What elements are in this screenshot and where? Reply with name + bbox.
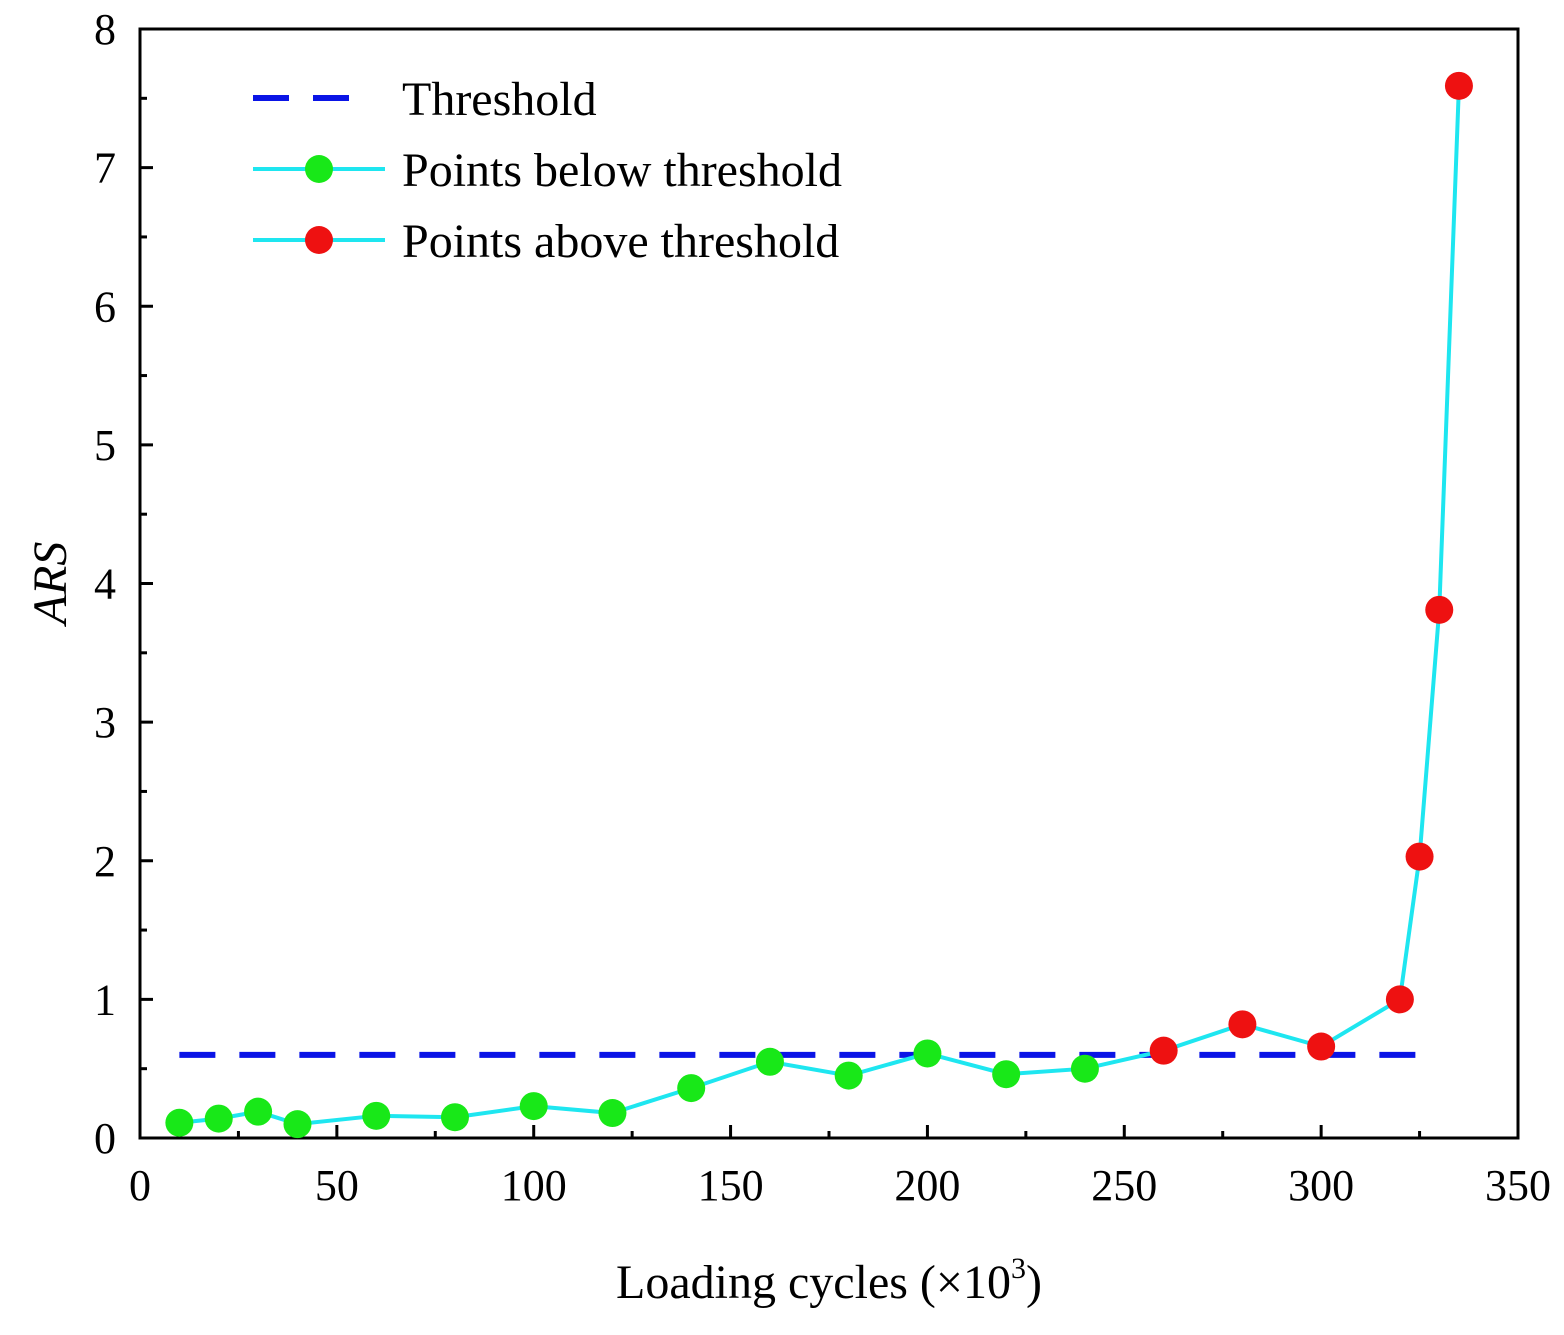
y-tick-label: 0 xyxy=(94,1114,116,1163)
y-tick-label: 3 xyxy=(94,698,116,747)
point-below-threshold xyxy=(283,1110,312,1139)
point-below-threshold xyxy=(992,1060,1021,1089)
point-below-threshold xyxy=(440,1103,469,1132)
x-tick-label: 200 xyxy=(894,1161,960,1210)
y-tick-label: 2 xyxy=(94,837,116,886)
x-axis-title-main: Loading cycles (×10 xyxy=(616,1256,1011,1309)
point-above-threshold xyxy=(1444,71,1473,100)
point-below-threshold xyxy=(165,1108,194,1137)
point-below-threshold xyxy=(1070,1054,1099,1083)
y-tick-label: 6 xyxy=(94,282,116,331)
point-above-threshold xyxy=(1405,842,1434,871)
series-layer xyxy=(165,71,1473,1139)
point-below-threshold xyxy=(519,1092,548,1121)
x-axis-title-close: ) xyxy=(1026,1256,1042,1309)
y-tick-label: 1 xyxy=(94,975,116,1024)
point-above-threshold xyxy=(1228,1010,1257,1039)
x-tick-label: 100 xyxy=(501,1161,567,1210)
legend-threshold-label: Threshold xyxy=(402,73,597,126)
point-below-threshold xyxy=(204,1104,233,1133)
x-tick-label: 350 xyxy=(1485,1161,1551,1210)
y-tick-label: 7 xyxy=(94,144,116,193)
x-tick-label: 150 xyxy=(698,1161,764,1210)
point-below-threshold xyxy=(755,1047,784,1076)
point-above-threshold xyxy=(1425,595,1454,624)
x-tick-label: 250 xyxy=(1091,1161,1157,1210)
legend-series-label: Points below threshold xyxy=(402,144,842,197)
x-axis-title-sup: 3 xyxy=(1011,1252,1026,1285)
point-below-threshold xyxy=(834,1061,863,1090)
legend-series-label: Points above threshold xyxy=(402,215,839,268)
y-tick-label: 8 xyxy=(94,5,116,54)
legend: Threshold Points below threshold Points ab… xyxy=(253,73,842,268)
x-tick-label: 0 xyxy=(129,1161,151,1210)
y-tick-label: 4 xyxy=(94,560,116,609)
point-below-threshold xyxy=(244,1097,273,1126)
x-tick-label: 300 xyxy=(1288,1161,1354,1210)
point-below-threshold xyxy=(913,1039,942,1068)
point-above-threshold xyxy=(1149,1036,1178,1065)
y-tick-label: 5 xyxy=(94,421,116,470)
point-below-threshold xyxy=(598,1099,627,1128)
x-axis-title: Loading cycles (×103) xyxy=(616,1252,1042,1309)
legend-series-marker xyxy=(305,226,333,254)
point-below-threshold xyxy=(677,1074,706,1103)
x-tick-label: 50 xyxy=(315,1161,359,1210)
point-below-threshold xyxy=(362,1101,391,1130)
y-axis-title: ARS xyxy=(24,542,77,628)
point-above-threshold xyxy=(1385,985,1414,1014)
axis-ticks: 0 50 100 150 200 250 300 350 0 1 2 3 4 5 6 7 8 xyxy=(94,5,1551,1210)
point-above-threshold xyxy=(1307,1032,1336,1061)
legend-series-marker xyxy=(305,155,333,183)
